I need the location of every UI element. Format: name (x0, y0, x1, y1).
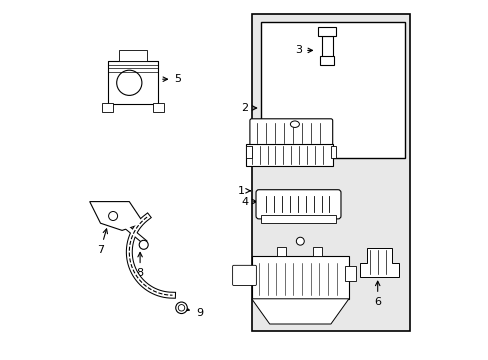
Bar (118, 50, 147, 61)
Bar (246, 146, 251, 158)
Polygon shape (89, 202, 143, 230)
Polygon shape (359, 248, 399, 277)
Text: 7: 7 (97, 229, 107, 255)
Bar (318, 27, 336, 36)
Ellipse shape (108, 212, 117, 220)
Text: 9: 9 (184, 307, 203, 318)
Ellipse shape (178, 305, 184, 311)
FancyBboxPatch shape (249, 119, 332, 148)
Bar (246, 144, 332, 166)
Text: 4: 4 (241, 197, 256, 207)
FancyBboxPatch shape (232, 265, 256, 285)
Ellipse shape (139, 240, 148, 249)
Bar (152, 103, 163, 112)
Text: 8: 8 (136, 252, 143, 278)
Bar (107, 61, 158, 104)
Ellipse shape (290, 121, 299, 127)
Ellipse shape (296, 237, 304, 245)
FancyBboxPatch shape (256, 190, 340, 219)
Text: 6: 6 (373, 281, 381, 307)
Ellipse shape (117, 70, 142, 95)
Bar (321, 36, 332, 58)
Bar (276, 247, 285, 256)
Text: 2: 2 (241, 103, 256, 113)
Text: 1: 1 (237, 186, 250, 196)
Text: 3: 3 (294, 45, 312, 55)
Bar (260, 22, 404, 158)
Bar (251, 256, 348, 299)
Bar (345, 266, 355, 281)
Bar (251, 14, 409, 331)
Ellipse shape (175, 302, 187, 314)
Text: 5: 5 (163, 74, 181, 84)
Bar (260, 215, 336, 223)
Polygon shape (251, 299, 348, 324)
Bar (320, 56, 334, 65)
Bar (312, 247, 321, 256)
Bar (330, 146, 336, 158)
Bar (102, 103, 113, 112)
